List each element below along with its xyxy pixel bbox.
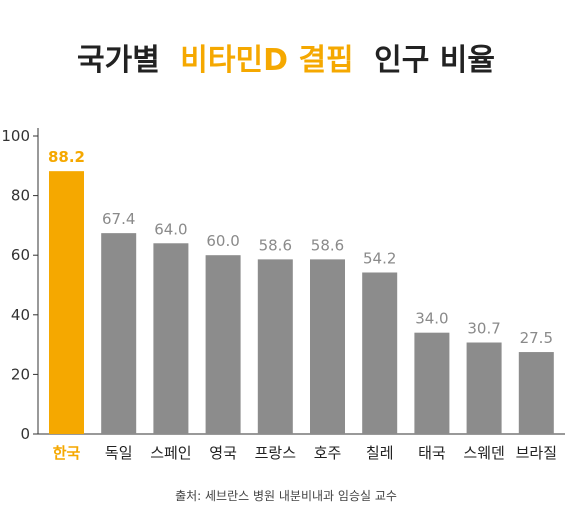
y-tick-label: 0 bbox=[20, 425, 30, 443]
y-tick-label: 100 bbox=[1, 127, 30, 145]
bar bbox=[101, 233, 137, 434]
value-label: 64.0 bbox=[154, 220, 187, 238]
bar bbox=[205, 255, 241, 434]
category-label: 프랑스 bbox=[255, 444, 297, 462]
value-label: 27.5 bbox=[520, 329, 553, 347]
value-label: 34.0 bbox=[415, 310, 448, 328]
value-label: 58.6 bbox=[311, 236, 344, 254]
y-tick-label: 80 bbox=[11, 187, 30, 205]
category-label: 영국 bbox=[209, 444, 237, 462]
bar bbox=[466, 342, 502, 434]
y-tick-label: 60 bbox=[11, 246, 30, 264]
chart-title: 국가별 비타민D 결핍 인구 비율 bbox=[77, 43, 495, 78]
category-label: 한국 bbox=[53, 444, 81, 462]
bar bbox=[257, 259, 293, 434]
bar bbox=[362, 272, 398, 434]
value-label: 58.6 bbox=[259, 236, 292, 254]
bar-highlight bbox=[49, 171, 84, 434]
y-tick-label: 40 bbox=[11, 306, 30, 324]
category-label: 호주 bbox=[314, 444, 342, 462]
category-label: 스페인 bbox=[150, 444, 191, 462]
source-note: 출처: 세브란스 병원 내분비내과 임승실 교수 bbox=[175, 489, 397, 503]
value-labels: 88.2 67.4 64.0 60.0 58.6 58.6 54.2 34.0 30.7 27.5 bbox=[48, 148, 553, 347]
y-axis-ticks: 0 20 40 60 80 100 bbox=[1, 127, 38, 443]
value-label: 54.2 bbox=[363, 249, 396, 267]
bar bbox=[310, 259, 345, 434]
bars bbox=[49, 171, 554, 434]
category-label: 칠레 bbox=[366, 444, 394, 462]
category-label: 태국 bbox=[418, 444, 446, 462]
chart-title-accent: 비타민D 결핍 bbox=[180, 43, 353, 78]
bar bbox=[518, 352, 554, 434]
bar bbox=[153, 243, 189, 434]
category-label: 브라질 bbox=[516, 444, 557, 462]
value-label: 67.4 bbox=[102, 210, 135, 228]
category-labels: 한국 독일 스페인 영국 프랑스 호주 칠레 태국 스웨덴 브라질 bbox=[53, 444, 557, 462]
value-label: 88.2 bbox=[48, 148, 85, 166]
y-tick-label: 20 bbox=[11, 365, 30, 383]
category-label: 스웨덴 bbox=[463, 444, 504, 462]
category-label: 독일 bbox=[105, 444, 133, 462]
chart-title-part3: 인구 비율 bbox=[374, 43, 495, 78]
chart-title-part1: 국가별 bbox=[77, 43, 160, 78]
value-label: 30.7 bbox=[467, 320, 500, 338]
bar bbox=[414, 332, 450, 434]
value-label: 60.0 bbox=[206, 232, 239, 250]
